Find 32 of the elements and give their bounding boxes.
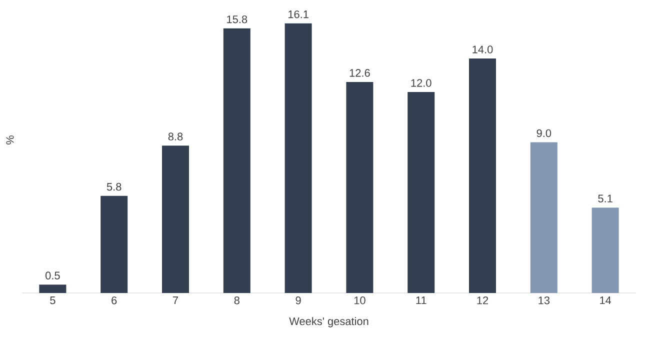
bar [346,82,374,293]
bar [592,208,619,293]
y-axis-title: % [6,136,14,144]
x-tick-label: 6 [112,296,117,304]
x-tick-label: 8 [234,296,240,304]
data-label: 14.0 [472,46,493,54]
x-tick-label: 13 [538,296,550,304]
bar [100,196,128,293]
bar [223,28,250,293]
bar [39,284,66,293]
data-label: 0.5 [46,272,60,280]
x-tick-label: 11 [416,296,426,304]
bar [162,146,190,293]
data-label: 9.0 [536,129,552,138]
bar [530,142,558,293]
data-label: 16.1 [288,10,308,18]
data-label: 5.8 [106,182,122,191]
x-tick-label: 5 [50,296,56,304]
data-label: 15.8 [227,15,248,24]
bar [284,23,312,293]
x-tick-label: 14 [600,296,612,304]
data-label: 5.1 [598,194,612,202]
data-label: 12.6 [350,69,370,77]
bar [408,92,435,293]
bar [469,58,496,293]
data-label: 8.8 [168,132,183,140]
x-tick-label: 9 [296,296,301,304]
data-label: 12.0 [411,79,432,87]
x-tick-label: 12 [477,296,488,304]
x-tick-label: 7 [173,296,178,304]
x-axis-title: Weeks' gesation [289,317,368,328]
x-tick-label: 10 [354,296,366,304]
